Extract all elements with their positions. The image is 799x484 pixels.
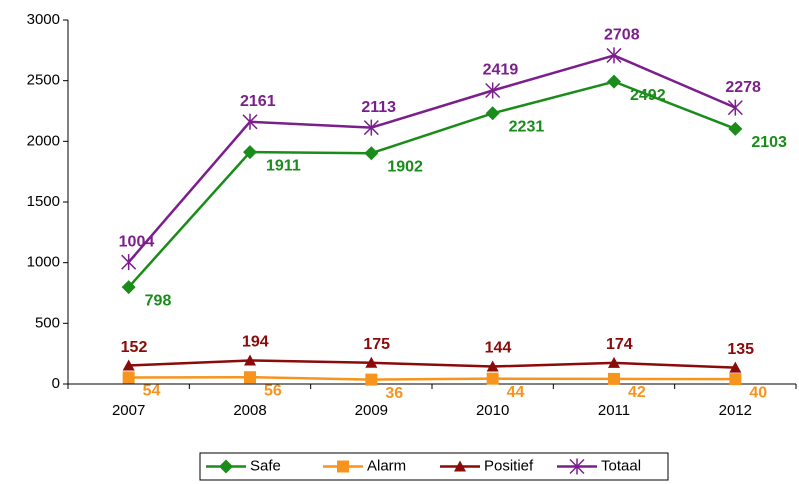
data-label: 2708 bbox=[604, 27, 640, 44]
legend-label: Positief bbox=[484, 457, 534, 474]
marker bbox=[244, 371, 256, 384]
marker bbox=[363, 119, 379, 136]
data-label: 2161 bbox=[240, 93, 276, 110]
marker bbox=[242, 113, 258, 130]
data-label: 144 bbox=[485, 340, 512, 357]
data-label: 40 bbox=[749, 384, 767, 401]
data-label: 174 bbox=[606, 336, 633, 353]
marker bbox=[486, 372, 499, 385]
y-tick-label: 2000 bbox=[27, 132, 60, 149]
x-tick-label: 2008 bbox=[233, 402, 266, 419]
data-label: 2103 bbox=[751, 134, 787, 151]
marker bbox=[365, 373, 378, 386]
marker bbox=[244, 354, 256, 366]
data-label: 152 bbox=[121, 339, 148, 356]
marker bbox=[727, 99, 743, 116]
marker bbox=[122, 371, 135, 384]
marker bbox=[485, 106, 500, 121]
y-tick-label: 1000 bbox=[27, 254, 60, 271]
x-tick-label: 2012 bbox=[719, 402, 752, 419]
data-label: 2419 bbox=[483, 62, 519, 79]
data-label: 135 bbox=[727, 341, 754, 358]
data-label: 1911 bbox=[266, 157, 301, 174]
series-line bbox=[127, 54, 736, 263]
legend: Safe Alarm Positief Totaal bbox=[199, 452, 669, 481]
marker bbox=[243, 145, 257, 160]
data-label: 42 bbox=[628, 384, 646, 401]
data-label: 175 bbox=[363, 336, 390, 353]
marker bbox=[219, 459, 233, 474]
marker bbox=[606, 47, 622, 64]
marker bbox=[608, 372, 620, 385]
data-label: 54 bbox=[143, 383, 161, 400]
marker bbox=[122, 359, 135, 371]
legend-label: Totaal bbox=[601, 457, 641, 474]
y-tick-label: 0 bbox=[52, 375, 60, 392]
legend-label: Safe bbox=[250, 457, 281, 474]
marker bbox=[365, 356, 378, 368]
y-tick-label: 500 bbox=[35, 314, 60, 331]
y-tick-label: 1500 bbox=[27, 193, 60, 210]
marker bbox=[454, 460, 466, 472]
marker bbox=[121, 280, 136, 295]
marker bbox=[728, 121, 743, 136]
x-tick-label: 2011 bbox=[598, 402, 630, 419]
x-tick-label: 2010 bbox=[476, 402, 509, 419]
x-tick-label: 2007 bbox=[112, 402, 145, 419]
marker bbox=[485, 82, 501, 99]
data-label: 194 bbox=[242, 334, 269, 351]
marker bbox=[608, 356, 620, 368]
y-tick-label: 2500 bbox=[27, 72, 60, 89]
data-label: 2231 bbox=[509, 119, 545, 136]
marker bbox=[729, 361, 742, 373]
marker bbox=[337, 460, 349, 473]
series-line bbox=[127, 80, 736, 289]
marker bbox=[569, 458, 585, 475]
series-line bbox=[128, 375, 736, 381]
data-label: 56 bbox=[264, 382, 282, 399]
marker bbox=[486, 360, 499, 372]
data-label: 2492 bbox=[630, 87, 666, 104]
data-label: 44 bbox=[507, 384, 525, 401]
x-tick-label: 2009 bbox=[355, 402, 388, 419]
marker bbox=[364, 146, 379, 161]
data-label: 798 bbox=[145, 292, 172, 309]
data-label: 36 bbox=[385, 385, 403, 402]
data-label: 2113 bbox=[361, 99, 396, 116]
data-label: 2278 bbox=[725, 79, 761, 96]
data-label: 1902 bbox=[387, 158, 423, 175]
marker bbox=[607, 74, 621, 89]
data-label: 1004 bbox=[119, 233, 155, 250]
series-line bbox=[128, 359, 736, 369]
marker bbox=[121, 254, 137, 271]
y-tick-label: 3000 bbox=[27, 11, 60, 28]
legend-label: Alarm bbox=[367, 457, 406, 474]
marker bbox=[729, 373, 742, 386]
legend-box bbox=[199, 452, 669, 481]
